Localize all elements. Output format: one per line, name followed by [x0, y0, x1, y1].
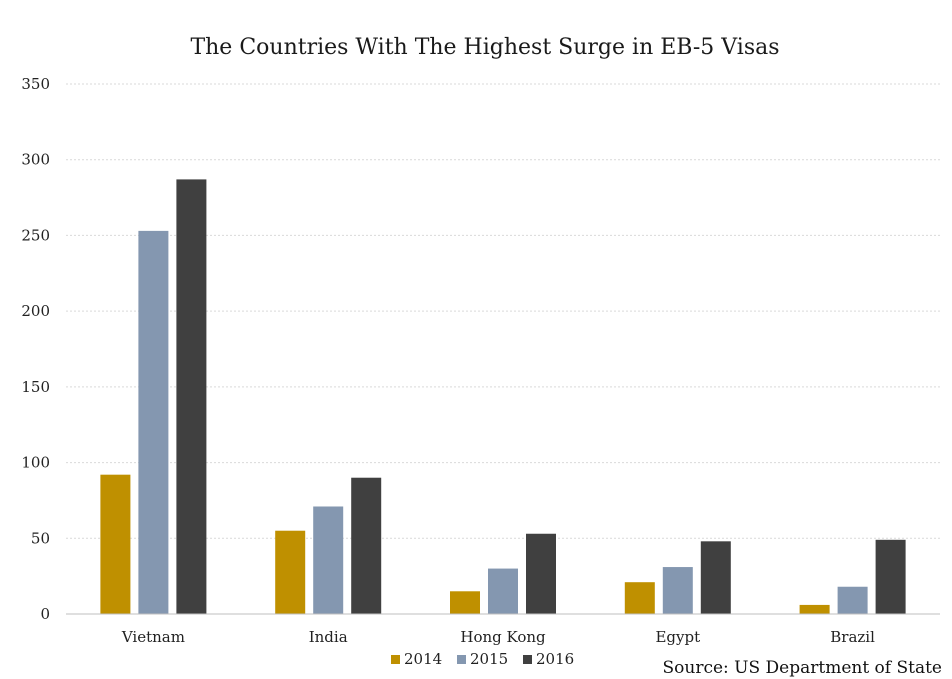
- y-axis-ticks: 0 50 100 150 200 250 300 350: [21, 75, 50, 623]
- bar-hong-kong-2014: [450, 591, 480, 614]
- y-tick-label: 300: [21, 151, 50, 169]
- bar-vietnam-2016: [176, 179, 207, 614]
- y-tick-label: 150: [21, 378, 50, 396]
- x-category-label: Hong Kong: [460, 628, 546, 646]
- x-category-label: Vietnam: [121, 628, 185, 646]
- bar-egypt-2015: [662, 567, 693, 614]
- y-tick-label: 50: [31, 529, 50, 547]
- bar-hong-kong-2015: [488, 568, 518, 614]
- x-category-label: Egypt: [655, 628, 700, 646]
- legend-label: 2014: [404, 650, 442, 668]
- legend: 2014 2015 2016: [391, 650, 574, 668]
- bar-india-2016: [351, 477, 382, 614]
- bar-hong-kong-2016: [526, 533, 556, 614]
- bar-brazil-2016: [875, 539, 906, 614]
- bar-vietnam-2014: [100, 474, 131, 614]
- grid-lines: [66, 83, 940, 539]
- bar-egypt-2016: [700, 541, 731, 614]
- bar-india-2015: [313, 506, 344, 614]
- chart-title: The Countries With The Highest Surge in …: [190, 35, 779, 60]
- x-axis-categories: Vietnam India Hong Kong Egypt Brazil: [121, 628, 875, 646]
- legend-swatch: [523, 655, 532, 664]
- bar-vietnam-2015: [138, 230, 169, 614]
- y-tick-label: 0: [40, 605, 50, 623]
- legend-swatch: [391, 655, 400, 664]
- x-category-label: Brazil: [830, 628, 875, 646]
- bar-brazil-2015: [837, 586, 868, 614]
- bar-egypt-2014: [624, 582, 655, 614]
- y-tick-label: 250: [21, 226, 50, 244]
- legend-swatch: [457, 655, 466, 664]
- y-tick-label: 350: [21, 75, 50, 93]
- bars: [100, 179, 906, 614]
- legend-label: 2016: [536, 650, 574, 668]
- y-tick-label: 100: [21, 454, 50, 472]
- y-tick-label: 200: [21, 302, 50, 320]
- x-category-label: India: [309, 628, 348, 646]
- source-note: Source: US Department of State: [662, 658, 942, 678]
- legend-label: 2015: [470, 650, 508, 668]
- bar-india-2014: [275, 530, 306, 614]
- bar-brazil-2014: [799, 604, 830, 614]
